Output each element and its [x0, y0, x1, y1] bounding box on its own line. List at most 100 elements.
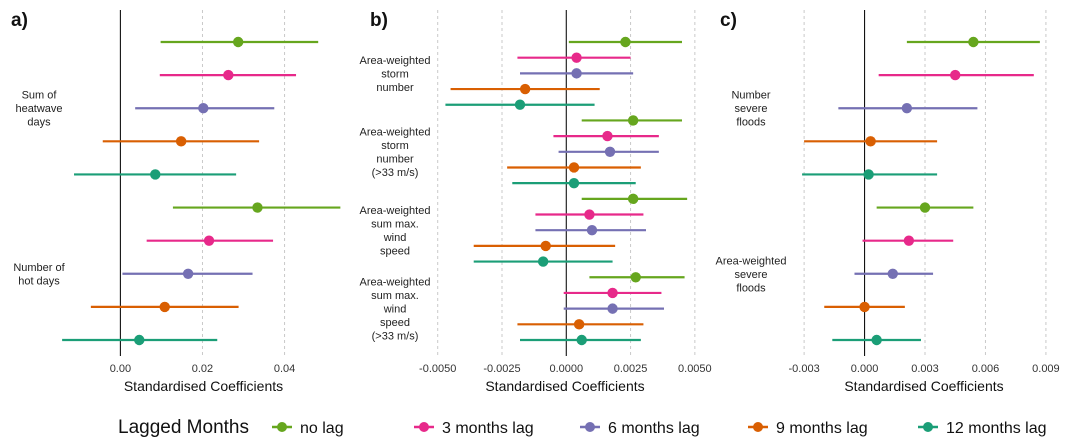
point-estimate — [620, 36, 631, 48]
panel-0: a) 0.00 0.02 0.04 Standardised Coefficients S… — [11, 10, 341, 394]
point-estimate — [514, 99, 526, 110]
group-label: (>33 m/s) — [372, 331, 419, 343]
point-estimate — [203, 235, 215, 246]
group-label: hot days — [18, 276, 60, 288]
point-estimate — [863, 169, 874, 180]
group-label: number — [376, 154, 414, 166]
legend-key-dot — [277, 422, 287, 432]
point-estimate — [865, 136, 876, 147]
legend-title: Lagged Months — [118, 417, 249, 438]
point-estimate — [919, 202, 931, 213]
point-estimate — [607, 303, 618, 314]
group-label: Number — [731, 90, 770, 102]
point-estimate — [159, 301, 170, 313]
panel-1: b) -0.0050 -0.0025 0.0000 0.0025 0.0050 Standa… — [360, 10, 712, 394]
point-estimate — [150, 169, 161, 180]
group-label: storm — [381, 140, 409, 152]
point-estimate — [182, 268, 194, 279]
point-estimate — [607, 287, 618, 299]
panel-2: c) -0.003 0.000 0.003 0.006 0.009 Standardised… — [716, 10, 1060, 394]
group-label: wind — [383, 304, 407, 316]
group-label: speed — [380, 245, 410, 257]
x-tick-label: -0.0025 — [483, 363, 520, 375]
legend-label: no lag — [300, 420, 344, 437]
group-label: Area-weighted — [360, 205, 431, 217]
point-estimate — [537, 256, 549, 267]
point-estimate — [604, 146, 616, 157]
point-estimate — [568, 177, 580, 189]
legend-label: 9 months lag — [776, 420, 868, 437]
legend-label: 3 months lag — [442, 420, 534, 437]
x-tick-label: 0.02 — [192, 363, 213, 375]
group-label: wind — [383, 232, 407, 244]
point-estimate — [901, 103, 913, 114]
group-label: Sum of — [22, 90, 58, 102]
group-label: Area-weighted — [360, 277, 431, 289]
group-label: Area-weighted — [716, 255, 787, 267]
x-axis-title: Standardised Coefficients — [124, 378, 283, 394]
group-label: floods — [736, 282, 766, 294]
x-axis-title: Standardised Coefficients — [844, 378, 1003, 394]
x-tick-label: 0.00 — [110, 363, 131, 375]
group-label: days — [27, 117, 51, 129]
x-tick-label: 0.006 — [972, 363, 1000, 375]
x-tick-label: -0.003 — [789, 363, 820, 375]
point-estimate — [198, 103, 209, 114]
legend-key-dot — [753, 422, 763, 432]
point-estimate — [871, 334, 882, 346]
legend-key-dot — [923, 422, 933, 432]
panel-label: c) — [720, 10, 737, 31]
point-estimate — [573, 319, 585, 330]
point-estimate — [584, 209, 595, 220]
legend-key-dot — [419, 422, 429, 432]
x-tick-label: 0.0050 — [678, 363, 712, 375]
group-label: Area-weighted — [360, 127, 431, 139]
group-label: number — [376, 82, 414, 94]
point-estimate — [232, 36, 244, 48]
point-estimate — [968, 36, 979, 48]
panel-label: a) — [11, 10, 28, 31]
group-label: heatwave — [15, 103, 62, 115]
panel-label: b) — [370, 10, 388, 31]
group-label: storm — [381, 68, 409, 80]
x-tick-label: 0.009 — [1032, 363, 1060, 375]
point-estimate — [519, 83, 531, 95]
legend: Lagged Months no lag 3 months lag 6 months … — [118, 417, 1047, 438]
x-tick-label: 0.04 — [274, 363, 295, 375]
x-tick-label: 0.003 — [911, 363, 939, 375]
x-axis-title: Standardised Coefficients — [485, 378, 644, 394]
x-tick-label: -0.0050 — [419, 363, 456, 375]
group-label: severe — [734, 103, 767, 115]
point-estimate — [252, 202, 263, 213]
point-estimate — [540, 240, 551, 252]
point-estimate — [859, 301, 870, 313]
x-tick-label: 0.0025 — [614, 363, 648, 375]
x-tick-label: 0.0000 — [549, 363, 583, 375]
x-tick-label: 0.000 — [851, 363, 879, 375]
group-label: Number of — [13, 262, 65, 274]
point-estimate — [134, 334, 145, 346]
group-label: sum max. — [371, 290, 419, 302]
legend-label: 6 months lag — [608, 420, 700, 437]
point-estimate — [887, 268, 898, 279]
point-estimate — [630, 272, 641, 283]
group-label: floods — [736, 117, 766, 129]
group-label: sum max. — [371, 218, 419, 230]
group-label: Area-weighted — [360, 55, 431, 67]
legend-label: 12 months lag — [946, 420, 1047, 437]
point-estimate — [576, 334, 587, 346]
point-estimate — [568, 162, 580, 173]
point-estimate — [571, 68, 582, 79]
point-estimate — [175, 136, 187, 147]
point-estimate — [586, 225, 598, 236]
group-label: (>33 m/s) — [372, 167, 419, 179]
point-estimate — [950, 69, 961, 81]
group-label: speed — [380, 317, 410, 329]
point-estimate — [903, 235, 915, 246]
legend-key-dot — [585, 422, 595, 432]
point-estimate — [627, 193, 639, 205]
point-estimate — [571, 52, 582, 63]
point-estimate — [602, 130, 613, 142]
point-estimate — [627, 115, 639, 126]
